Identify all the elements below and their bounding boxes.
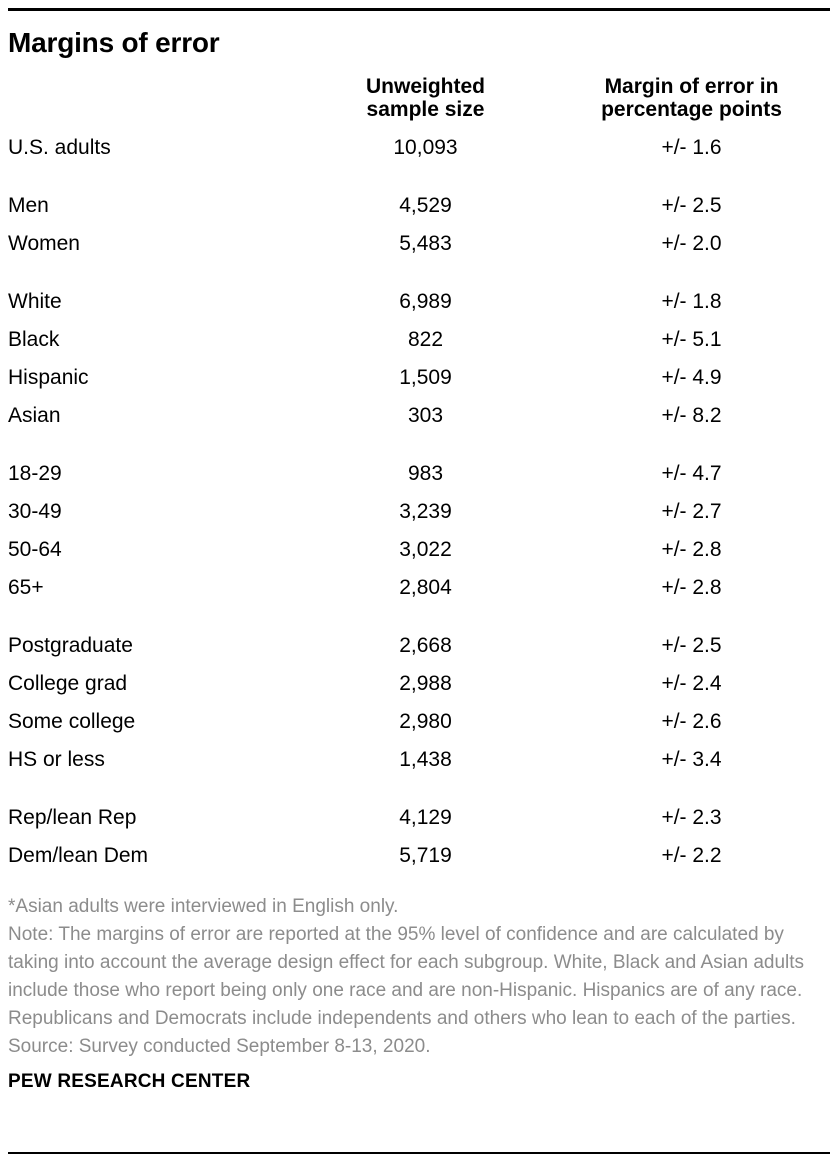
row-label: Hispanic (8, 366, 89, 389)
moe-column-header: Margin of error in percentage points (513, 75, 830, 121)
moe-cell: +/- 3.4 (661, 748, 722, 771)
moe-cell: +/- 8.2 (661, 404, 722, 427)
row-group: White 6,989 +/- 1.8 Black 822 +/- 5.1 Hispanic… (8, 283, 830, 435)
row-label: Men (8, 194, 49, 217)
row-label: Black (8, 328, 60, 351)
source-note: Source: Survey conducted September 8-13,… (8, 1036, 431, 1057)
sample-size-header-line2: sample size (366, 98, 485, 121)
moe-cell: +/- 5.1 (661, 328, 722, 351)
sample-size-header-line1: Unweighted (366, 75, 485, 98)
row-label: 30-49 (8, 500, 62, 523)
row-label: 50-64 (8, 538, 62, 561)
table-row: U.S. adults 10,093 +/- 1.6 (8, 129, 830, 167)
table-header-row: Unweighted sample size Margin of error i… (8, 75, 830, 121)
moe-cell: +/- 1.6 (661, 136, 722, 159)
row-label: 18-29 (8, 462, 62, 485)
row-group: Postgraduate 2,668 +/- 2.5 College grad 2,98… (8, 627, 830, 779)
table-row: HS or less 1,438 +/- 3.4 (8, 741, 830, 779)
table-row: Some college 2,980 +/- 2.6 (8, 703, 830, 741)
sample-size-cell: 1,509 (399, 366, 452, 389)
row-group: 18-29 983 +/- 4.7 30-49 3,239 +/- 2.7 50-64 3,0… (8, 455, 830, 607)
methodology-note: Note: The margins of error are reported … (8, 924, 805, 1029)
table-row: 50-64 3,022 +/- 2.8 (8, 531, 830, 569)
row-label: White (8, 290, 62, 313)
row-label: Some college (8, 710, 136, 733)
table-row: Asian 303 +/- 8.2 (8, 397, 830, 435)
page-title: Margins of error (8, 27, 220, 58)
sample-size-cell: 822 (407, 328, 444, 351)
row-group: Men 4,529 +/- 2.5 Women 5,483 +/- 2.0 (8, 187, 830, 263)
table-row: Rep/lean Rep 4,129 +/- 2.3 (8, 799, 830, 837)
moe-cell: +/- 1.8 (661, 290, 722, 313)
row-label: Postgraduate (8, 634, 133, 657)
sample-size-cell: 10,093 (393, 136, 458, 159)
table-row: White 6,989 +/- 1.8 (8, 283, 830, 321)
sample-size-cell: 5,483 (399, 232, 452, 255)
top-rule (8, 8, 830, 11)
moe-cell: +/- 2.7 (661, 500, 722, 523)
sample-size-cell: 3,022 (399, 538, 452, 561)
table-row: Women 5,483 +/- 2.0 (8, 225, 830, 263)
sample-size-cell: 4,529 (399, 194, 452, 217)
sample-size-column-header: Unweighted sample size (338, 75, 513, 121)
row-label: U.S. adults (8, 136, 111, 159)
moe-cell: +/- 2.5 (661, 194, 722, 217)
sample-size-cell: 3,239 (399, 500, 452, 523)
sample-size-cell: 4,129 (399, 806, 452, 829)
table-row: Black 822 +/- 5.1 (8, 321, 830, 359)
sample-size-cell: 1,438 (399, 748, 452, 771)
sample-size-cell: 2,988 (399, 672, 452, 695)
row-label: 65+ (8, 576, 44, 599)
row-label: Asian (8, 404, 61, 427)
asterisk-note: *Asian adults were interviewed in Englis… (8, 896, 399, 917)
moe-cell: +/- 2.5 (661, 634, 722, 657)
row-group: Rep/lean Rep 4,129 +/- 2.3 Dem/lean Dem 5,71… (8, 799, 830, 875)
table-row: 18-29 983 +/- 4.7 (8, 455, 830, 493)
sample-size-cell: 303 (407, 404, 444, 427)
table-row: Men 4,529 +/- 2.5 (8, 187, 830, 225)
row-group: U.S. adults 10,093 +/- 1.6 (8, 129, 830, 167)
sample-size-cell: 6,989 (399, 290, 452, 313)
table-row: Dem/lean Dem 5,719 +/- 2.2 (8, 837, 830, 875)
moe-cell: +/- 2.0 (661, 232, 722, 255)
row-label: College grad (8, 672, 128, 695)
figure-page: Margins of error Unweighted sample size … (0, 8, 838, 1154)
margins-of-error-table: Unweighted sample size Margin of error i… (8, 75, 830, 875)
sample-size-cell: 983 (407, 462, 444, 485)
table-row: Postgraduate 2,668 +/- 2.5 (8, 627, 830, 665)
moe-cell: +/- 2.3 (661, 806, 722, 829)
moe-header-line2: percentage points (601, 98, 782, 121)
footnotes: *Asian adults were interviewed in Englis… (8, 893, 820, 1061)
moe-cell: +/- 4.7 (661, 462, 722, 485)
brand-wordmark: PEW RESEARCH CENTER (8, 1071, 251, 1092)
moe-cell: +/- 2.2 (661, 844, 722, 867)
row-label: Women (8, 232, 80, 255)
row-label: Rep/lean Rep (8, 806, 137, 829)
table-row: 65+ 2,804 +/- 2.8 (8, 569, 830, 607)
table-row: Hispanic 1,509 +/- 4.9 (8, 359, 830, 397)
moe-cell: +/- 2.4 (661, 672, 722, 695)
table-body: U.S. adults 10,093 +/- 1.6 Men 4,529 +/- 2.5 W… (8, 129, 830, 875)
moe-cell: +/- 4.9 (661, 366, 722, 389)
bottom-rule (8, 1152, 830, 1154)
table-row: 30-49 3,239 +/- 2.7 (8, 493, 830, 531)
moe-header-line1: Margin of error in (604, 75, 779, 98)
sample-size-cell: 5,719 (399, 844, 452, 867)
moe-cell: +/- 2.6 (661, 710, 722, 733)
row-label: Dem/lean Dem (8, 844, 149, 867)
row-label: HS or less (8, 748, 105, 771)
table-row: College grad 2,988 +/- 2.4 (8, 665, 830, 703)
moe-cell: +/- 2.8 (661, 538, 722, 561)
moe-cell: +/- 2.8 (661, 576, 722, 599)
sample-size-cell: 2,980 (399, 710, 452, 733)
sample-size-cell: 2,804 (399, 576, 452, 599)
sample-size-cell: 2,668 (399, 634, 452, 657)
